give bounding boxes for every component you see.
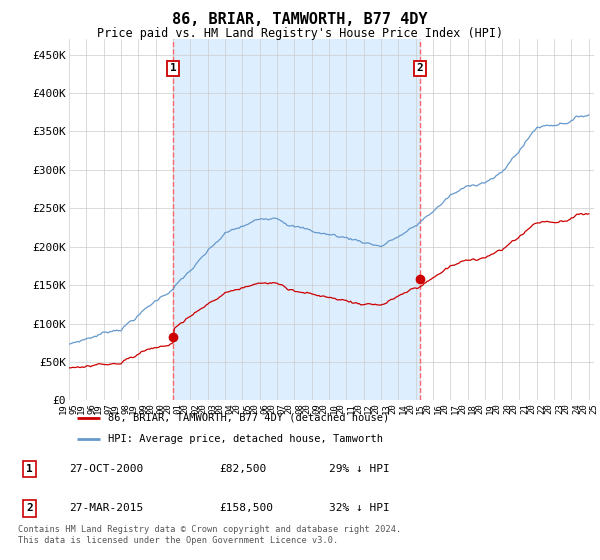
Text: 1: 1 bbox=[26, 464, 32, 474]
Text: £158,500: £158,500 bbox=[220, 503, 274, 513]
Text: Price paid vs. HM Land Registry's House Price Index (HPI): Price paid vs. HM Land Registry's House … bbox=[97, 27, 503, 40]
Text: 32% ↓ HPI: 32% ↓ HPI bbox=[329, 503, 389, 513]
Text: 86, BRIAR, TAMWORTH, B77 4DY (detached house): 86, BRIAR, TAMWORTH, B77 4DY (detached h… bbox=[108, 413, 389, 423]
Text: 27-OCT-2000: 27-OCT-2000 bbox=[70, 464, 144, 474]
Text: £82,500: £82,500 bbox=[220, 464, 266, 474]
Text: 86, BRIAR, TAMWORTH, B77 4DY: 86, BRIAR, TAMWORTH, B77 4DY bbox=[172, 12, 428, 27]
Text: 27-MAR-2015: 27-MAR-2015 bbox=[70, 503, 144, 513]
Text: 2: 2 bbox=[416, 63, 423, 73]
Bar bbox=[173, 39, 420, 400]
Text: 2: 2 bbox=[26, 503, 32, 513]
Text: 1: 1 bbox=[170, 63, 176, 73]
Text: HPI: Average price, detached house, Tamworth: HPI: Average price, detached house, Tamw… bbox=[108, 435, 383, 444]
Text: Contains HM Land Registry data © Crown copyright and database right 2024.
This d: Contains HM Land Registry data © Crown c… bbox=[18, 525, 401, 545]
Text: 29% ↓ HPI: 29% ↓ HPI bbox=[329, 464, 389, 474]
